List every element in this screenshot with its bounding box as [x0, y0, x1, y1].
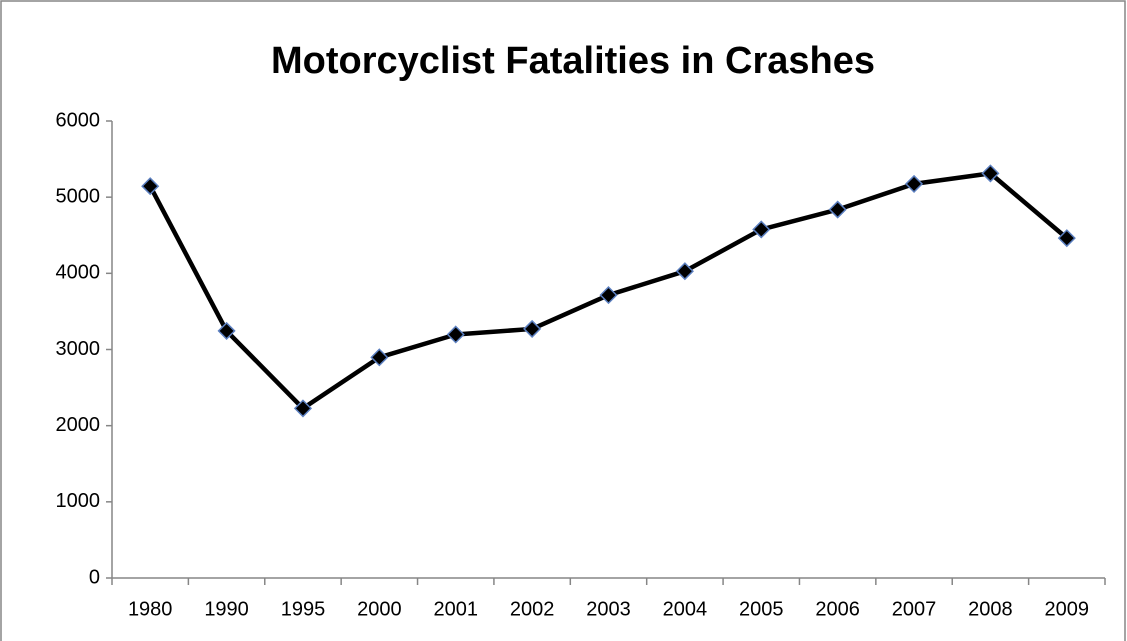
y-tick-label: 2000	[56, 414, 101, 436]
x-tick-label: 2002	[510, 598, 555, 620]
x-tick-label: 2000	[357, 598, 402, 620]
y-tick-label: 0	[89, 566, 100, 588]
x-tick-label: 2006	[815, 598, 860, 620]
x-tick-label: 1980	[128, 598, 173, 620]
marker	[217, 321, 236, 340]
marker	[828, 200, 847, 219]
y-tick-label: 1000	[56, 490, 101, 512]
marker	[904, 174, 924, 193]
x-tick-label: 2004	[663, 598, 708, 620]
marker	[446, 325, 465, 344]
marker	[141, 177, 160, 196]
marker	[981, 164, 1000, 183]
marker	[752, 220, 771, 239]
x-tick-label: 2008	[968, 598, 1013, 620]
marker	[599, 286, 618, 305]
x-tick-label: 2005	[739, 598, 784, 620]
marker	[523, 319, 542, 338]
x-tick-label: 2009	[1045, 598, 1090, 620]
marker	[293, 399, 313, 418]
marker	[1057, 229, 1076, 248]
y-tick-label: 3000	[56, 338, 101, 360]
marker	[675, 262, 694, 281]
x-tick-label: 2001	[433, 598, 478, 620]
x-tick-label: 1990	[204, 598, 249, 620]
chart-title: Motorcyclist Fatalities in Crashes	[271, 40, 875, 82]
x-tick-label: 2003	[586, 598, 631, 620]
y-tick-label: 4000	[56, 262, 101, 284]
marker	[370, 348, 389, 367]
y-tick-label: 5000	[56, 185, 101, 207]
x-tick-label: 1995	[281, 598, 326, 620]
y-tick-label: 6000	[56, 109, 101, 131]
x-tick-label: 2007	[892, 598, 937, 620]
